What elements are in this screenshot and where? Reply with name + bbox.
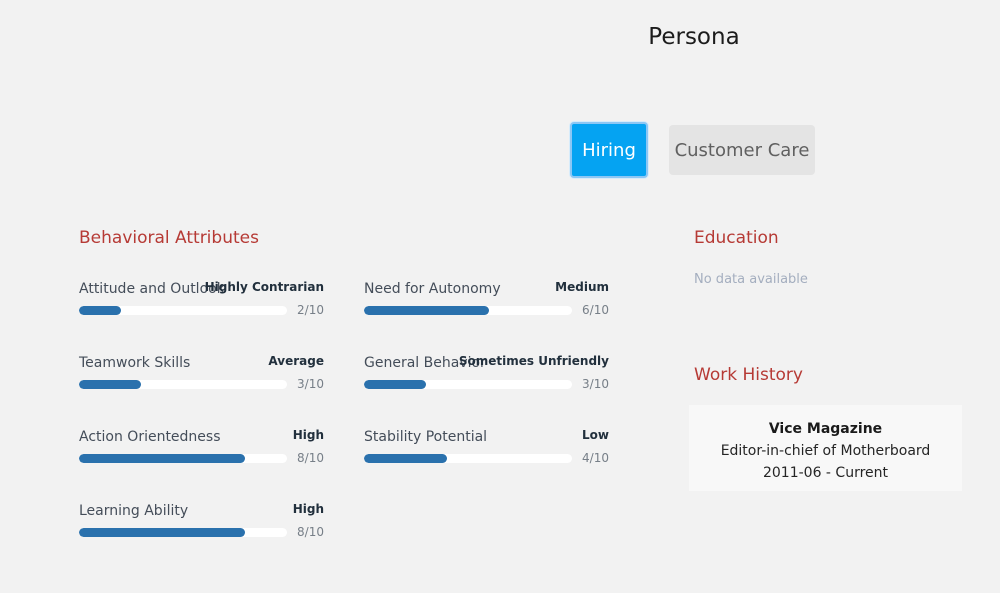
attribute-progress-bar bbox=[364, 380, 572, 389]
attribute-label: Need for Autonomy bbox=[364, 281, 501, 297]
attribute-progress-bar bbox=[79, 306, 287, 315]
page-title: Persona bbox=[648, 24, 740, 50]
education-empty-text: No data available bbox=[694, 272, 808, 287]
attribute-label: Action Orientedness bbox=[79, 429, 221, 445]
attribute-progress-fill bbox=[79, 454, 246, 463]
work-company: Vice Magazine bbox=[768, 421, 883, 437]
attribute-score: 6/10 bbox=[582, 303, 609, 317]
attribute-score: 8/10 bbox=[297, 451, 324, 465]
attribute-rating: Medium bbox=[555, 280, 609, 294]
attribute-progress-fill bbox=[79, 306, 121, 315]
attribute-label: Attitude and Outlook bbox=[79, 281, 225, 297]
attribute-progress-bar bbox=[79, 528, 287, 537]
attribute-score: 2/10 bbox=[297, 303, 324, 317]
attribute-rating: High bbox=[292, 502, 324, 516]
attribute-label: Teamwork Skills bbox=[79, 355, 191, 371]
attribute-score: 3/10 bbox=[582, 377, 609, 391]
education-title: Education bbox=[694, 228, 779, 248]
attribute-progress-fill bbox=[364, 380, 427, 389]
attribute-rating: Average bbox=[268, 354, 324, 368]
attribute-progress-fill bbox=[364, 306, 489, 315]
attribute-score: 4/10 bbox=[582, 451, 609, 465]
attribute-progress-fill bbox=[364, 454, 448, 463]
attribute-score: 3/10 bbox=[297, 377, 324, 391]
work-period: 2011-06 - Current bbox=[762, 465, 889, 481]
attribute-label: Stability Potential bbox=[364, 429, 488, 445]
attribute-rating: Low bbox=[582, 428, 609, 442]
attribute-rating: Sometimes Unfriendly bbox=[458, 354, 609, 368]
tab-customer-care[interactable]: Customer Care bbox=[669, 125, 815, 175]
attribute-label: General Behavior bbox=[364, 355, 486, 371]
attribute-rating: High bbox=[292, 428, 324, 442]
attribute-label: Learning Ability bbox=[79, 503, 189, 519]
work-role: Editor-in-chief of Motherboard bbox=[720, 443, 931, 459]
attribute-progress-bar bbox=[79, 380, 287, 389]
attribute-rating: Highly Contrarian bbox=[204, 280, 324, 294]
attribute-progress-bar bbox=[79, 454, 287, 463]
attribute-score: 8/10 bbox=[297, 525, 324, 539]
attribute-progress-bar bbox=[364, 306, 572, 315]
tab-hiring[interactable]: Hiring bbox=[570, 122, 648, 178]
behavioral-attributes-title: Behavioral Attributes bbox=[79, 228, 259, 248]
work-history-title: Work History bbox=[694, 365, 803, 385]
attribute-progress-fill bbox=[79, 380, 142, 389]
attribute-progress-fill bbox=[79, 528, 246, 537]
attribute-progress-bar bbox=[364, 454, 572, 463]
work-history-card: Vice Magazine Editor-in-chief of Motherb… bbox=[689, 405, 962, 491]
